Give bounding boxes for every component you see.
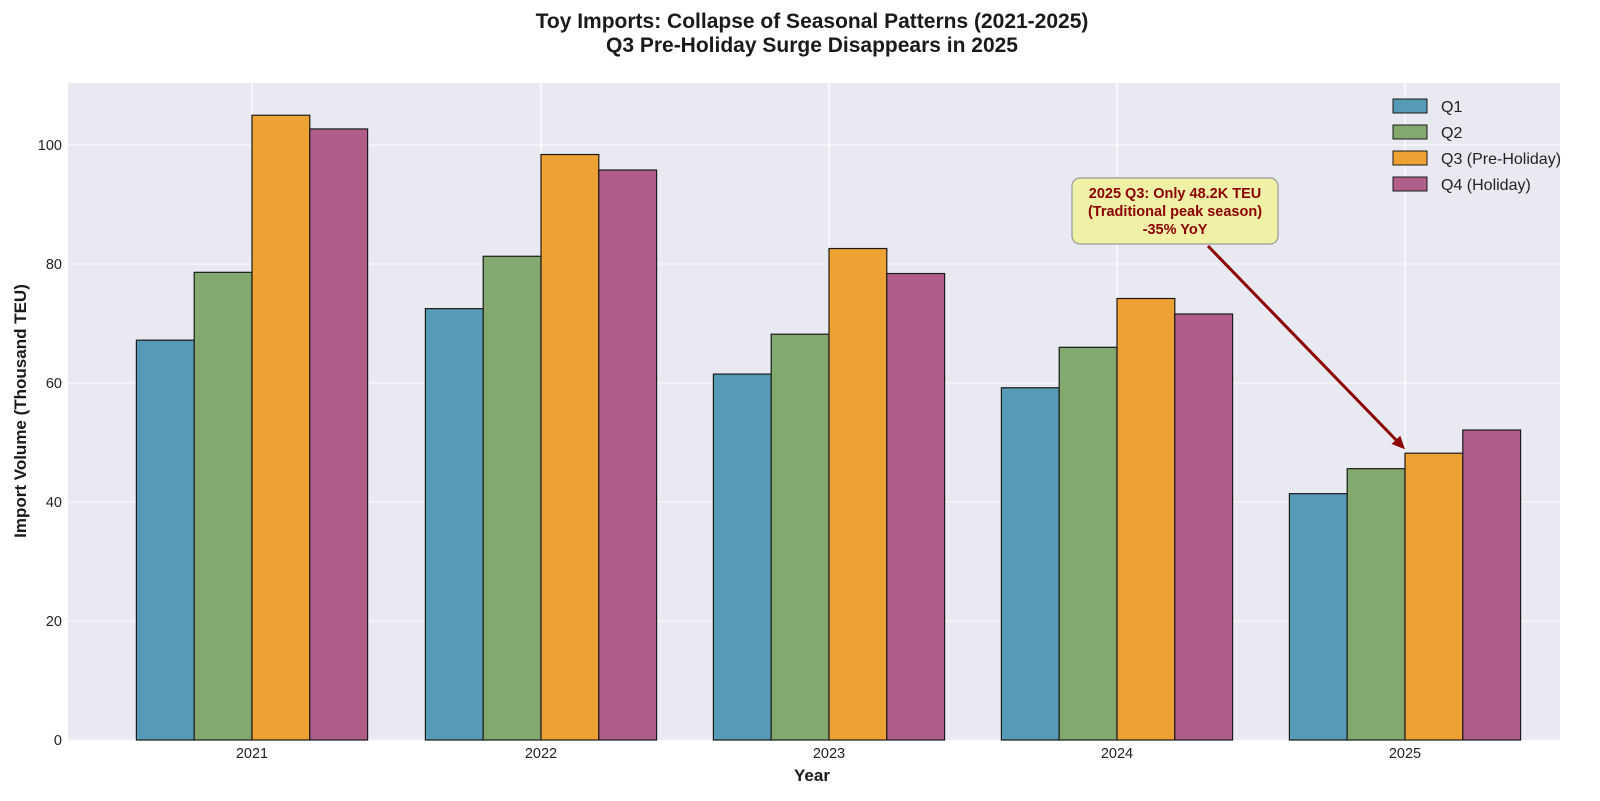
y-tick-label: 40 [46,495,62,511]
bar-2023-q3 [828,247,888,741]
legend-label-q2: Q2 [1441,125,1462,142]
bar-2023-q4 [886,272,946,741]
chart-title-line2: Q3 Pre-Holiday Surge Disappears in 2025 [606,34,1018,57]
y-tick-label: 0 [54,733,62,749]
y-tick-label: 20 [46,614,62,630]
legend: Q1 Q2 Q3 (Pre-Holiday) Q4 (Holiday) [1392,98,1561,194]
x-axis-ticks: 2021 2022 2023 2024 2025 [236,746,1421,762]
y-tick-label: 60 [46,376,62,392]
annotation: 2025 Q3: Only 48.2K TEU (Traditional pea… [1071,177,1405,450]
bar-2021-q2 [193,271,253,741]
bar-2021-q1 [135,339,195,741]
legend-swatch-q4 [1392,176,1428,192]
bar-2022-q3 [540,153,600,741]
x-tick-label: 2023 [813,746,845,762]
bar-2025-q2 [1346,468,1406,741]
bar-2022-q1 [424,308,484,741]
bar-2023-q2 [770,333,830,741]
x-tick-label: 2021 [236,746,268,762]
bars [135,114,1522,741]
x-tick-label: 2024 [1101,746,1133,762]
annotation-arrowhead [1391,435,1405,450]
x-tick-label: 2025 [1389,746,1421,762]
legend-swatch-q2 [1392,124,1428,140]
annotation-line-2: (Traditional peak season) [1088,204,1262,220]
bar-2023-q1 [712,373,772,741]
bar-2021-q3 [251,114,311,741]
legend-label-q4: Q4 (Holiday) [1441,177,1531,194]
legend-swatch-q1 [1392,98,1428,114]
bar-2024-q4 [1174,313,1234,741]
x-axis-label: Year [794,766,830,785]
legend-swatch-q3 [1392,150,1428,166]
chart-title-line1: Toy Imports: Collapse of Seasonal Patter… [536,10,1089,33]
annotation-line-1: 2025 Q3: Only 48.2K TEU [1089,186,1261,202]
bar-2025-q1 [1288,493,1348,741]
y-tick-label: 100 [38,138,62,154]
y-tick-label: 80 [46,257,62,273]
x-tick-label: 2022 [525,746,557,762]
legend-label-q1: Q1 [1441,99,1462,116]
annotation-box [1071,177,1279,245]
annotation-line-3: -35% YoY [1143,222,1208,238]
bar-2021-q4 [309,128,369,741]
bar-2024-q3 [1116,297,1176,741]
bar-2025-q4 [1462,429,1522,741]
bar-2022-q4 [598,169,658,741]
legend-label-q3: Q3 (Pre-Holiday) [1441,151,1561,168]
bar-2024-q2 [1058,346,1118,741]
bar-2022-q2 [482,255,542,741]
bar-2025-q3 [1404,452,1464,741]
y-axis-label: Import Volume (Thousand TEU) [11,284,30,538]
y-axis-ticks: 0 20 40 60 80 100 [38,138,62,749]
annotation-arrow [1206,244,1398,441]
bar-2024-q1 [1000,387,1060,741]
